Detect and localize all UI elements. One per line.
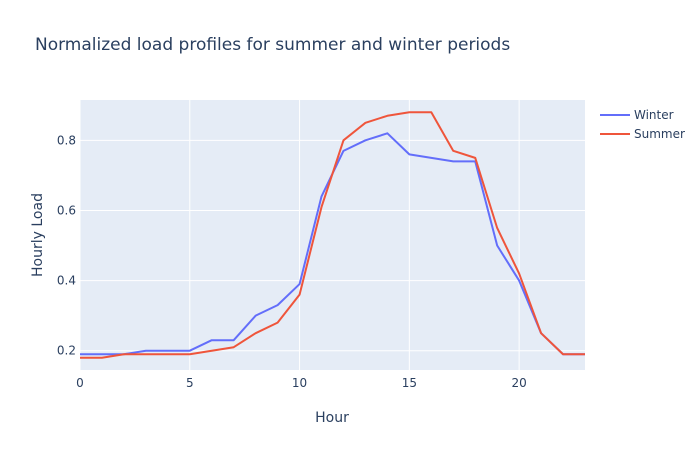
x-tick-labels: 0 5 10 15 20	[76, 376, 527, 390]
series-line-summer	[80, 111, 585, 359]
x-tick-label: 20	[511, 376, 526, 390]
y-tick-labels: 0.2 0.4 0.6 0.8	[57, 133, 76, 357]
y-tick-label: 0.8	[57, 133, 76, 147]
x-tick-label: 0	[76, 376, 84, 390]
x-tick-label: 5	[186, 376, 194, 390]
chart-title: Normalized load profiles for summer and …	[35, 35, 510, 55]
x-tick-label: 10	[292, 376, 307, 390]
y-tick-label: 0.6	[57, 203, 76, 217]
y-axis-label: Hourly Load	[30, 193, 46, 277]
legend-label-summer: Summer	[634, 127, 685, 141]
x-tick-label: 15	[402, 376, 417, 390]
legend-label-winter: Winter	[634, 108, 674, 122]
y-tick-label: 0.4	[57, 274, 76, 288]
gridlines	[79, 100, 585, 370]
x-axis-label: Hour	[315, 410, 349, 426]
series-lines	[80, 111, 585, 359]
y-tick-label: 0.2	[57, 344, 76, 358]
legend: Winter Summer	[600, 108, 685, 141]
